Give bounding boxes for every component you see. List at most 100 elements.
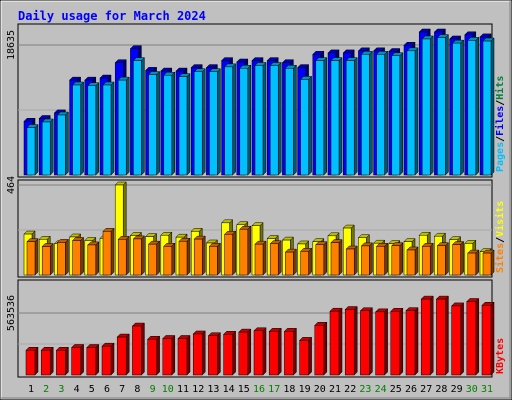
bar-pages-side [293, 64, 297, 176]
bar-kbytes-side [232, 330, 236, 376]
bar-pages-side [232, 63, 236, 176]
bar-kbytes-side [141, 322, 145, 376]
bar-sites [133, 238, 142, 276]
bar-kbytes-side [201, 330, 206, 376]
bar-pages [452, 42, 461, 176]
bar-pages-side [475, 36, 480, 176]
y-tick-label-middle: 464 [6, 176, 17, 194]
bar-kbytes [147, 338, 157, 376]
bar-pages [163, 74, 173, 176]
bar-pages-side [369, 50, 373, 176]
bar-sites [41, 246, 51, 276]
bar-pages-side [65, 111, 69, 176]
bar-kbytes [101, 345, 112, 376]
bar-sites-side [277, 240, 282, 276]
bar-sites-side [338, 239, 343, 276]
bar-sites-side [110, 227, 115, 276]
x-tick-label: 9 [150, 384, 156, 395]
bar-kbytes [314, 325, 325, 376]
bar-pages [224, 66, 233, 176]
bar-kbytes-side [338, 307, 343, 376]
bar-kbytes-side [277, 327, 282, 376]
bar-pages [117, 79, 127, 176]
bar-pages [361, 54, 370, 176]
legend-separator: / [495, 100, 506, 106]
x-tick-label: 13 [207, 384, 219, 395]
bar-sites-side [460, 240, 464, 276]
bar-kbytes [208, 335, 218, 376]
bar-kbytes-side [247, 328, 252, 376]
legend-item-sites: Sites [494, 243, 506, 273]
x-tick-label: 25 [390, 384, 402, 395]
x-tick-labels: 1 2 3 4 5 6 7 8 9 10 11 12 13 14 15 16 17 18 19 20 21 22 23 24 2… [28, 384, 493, 395]
bar-sites-side [201, 235, 206, 276]
bar-sites [193, 238, 203, 276]
x-tick-label: 5 [89, 384, 95, 395]
bar-sites [315, 244, 325, 276]
x-tick-label: 4 [74, 384, 80, 395]
legend-item-visits: Visits [494, 201, 506, 237]
bar-kbytes [238, 331, 249, 376]
legend-item-kbytes: KBytes [495, 338, 506, 374]
bar-sites-side [141, 235, 145, 276]
bar-pages [87, 85, 97, 176]
bar-pages [178, 76, 188, 176]
bar-pages [254, 65, 264, 176]
x-tick-label: 24 [375, 384, 387, 395]
bar-sites-side [80, 236, 84, 276]
bar-pages [57, 114, 66, 176]
bar-sites [421, 246, 431, 276]
bar-pages [467, 40, 477, 176]
bar-sites-side [95, 241, 100, 276]
bar-kbytes [71, 347, 81, 376]
bar-kbytes [390, 311, 401, 376]
bar-sites-side [384, 242, 388, 276]
bar-sites-side [156, 240, 160, 276]
x-tick-label: 17 [268, 384, 280, 395]
bar-sites [482, 252, 492, 276]
chart-title: Daily usage for March 2024 [18, 9, 206, 23]
bar-sites-side [475, 249, 480, 276]
bar-kbytes [344, 309, 355, 376]
legend-item-hits: Hits [494, 76, 506, 100]
x-tick-label: 3 [58, 384, 64, 395]
bar-pages-side [490, 37, 495, 176]
bar-kbytes [466, 301, 477, 376]
x-tick-label: 7 [119, 384, 125, 395]
bar-kbytes-side [445, 295, 449, 376]
bar-kbytes-side [429, 295, 434, 376]
bar-sites-side [399, 242, 404, 276]
bar-pages-side [445, 33, 449, 176]
bar-kbytes-side [217, 332, 221, 376]
bar-sites-side [232, 230, 236, 276]
bar-pages-side [156, 70, 160, 176]
legend-item-files: Files [494, 106, 506, 136]
bar-sites [254, 243, 264, 276]
bar-pages [209, 71, 218, 176]
x-tick-label: 10 [162, 384, 174, 395]
bar-pages [102, 84, 112, 176]
bar-sites [178, 241, 188, 276]
legend-item-pages: Pages [495, 142, 506, 172]
x-tick-label: 8 [134, 384, 140, 395]
bar-sites [163, 246, 173, 276]
bar-pages [376, 54, 385, 176]
bar-pages-side [247, 64, 252, 176]
x-tick-label: 31 [481, 384, 493, 395]
bar-sites-side [171, 242, 176, 276]
bar-pages [315, 60, 325, 176]
bar-sites [376, 246, 385, 276]
x-tick-label: 26 [405, 384, 417, 395]
bar-pages-side [353, 56, 358, 176]
bar-sites-side [293, 248, 297, 276]
x-tick-label: 21 [329, 384, 341, 395]
x-tick-label: 6 [104, 384, 110, 395]
x-tick-label: 15 [238, 384, 250, 395]
bar-kbytes-side [110, 342, 115, 376]
bar-kbytes [25, 349, 36, 376]
legend-separator: / [495, 136, 506, 142]
bar-pages-side [110, 81, 115, 176]
bar-sites [285, 251, 294, 276]
bar-sites [391, 245, 401, 276]
